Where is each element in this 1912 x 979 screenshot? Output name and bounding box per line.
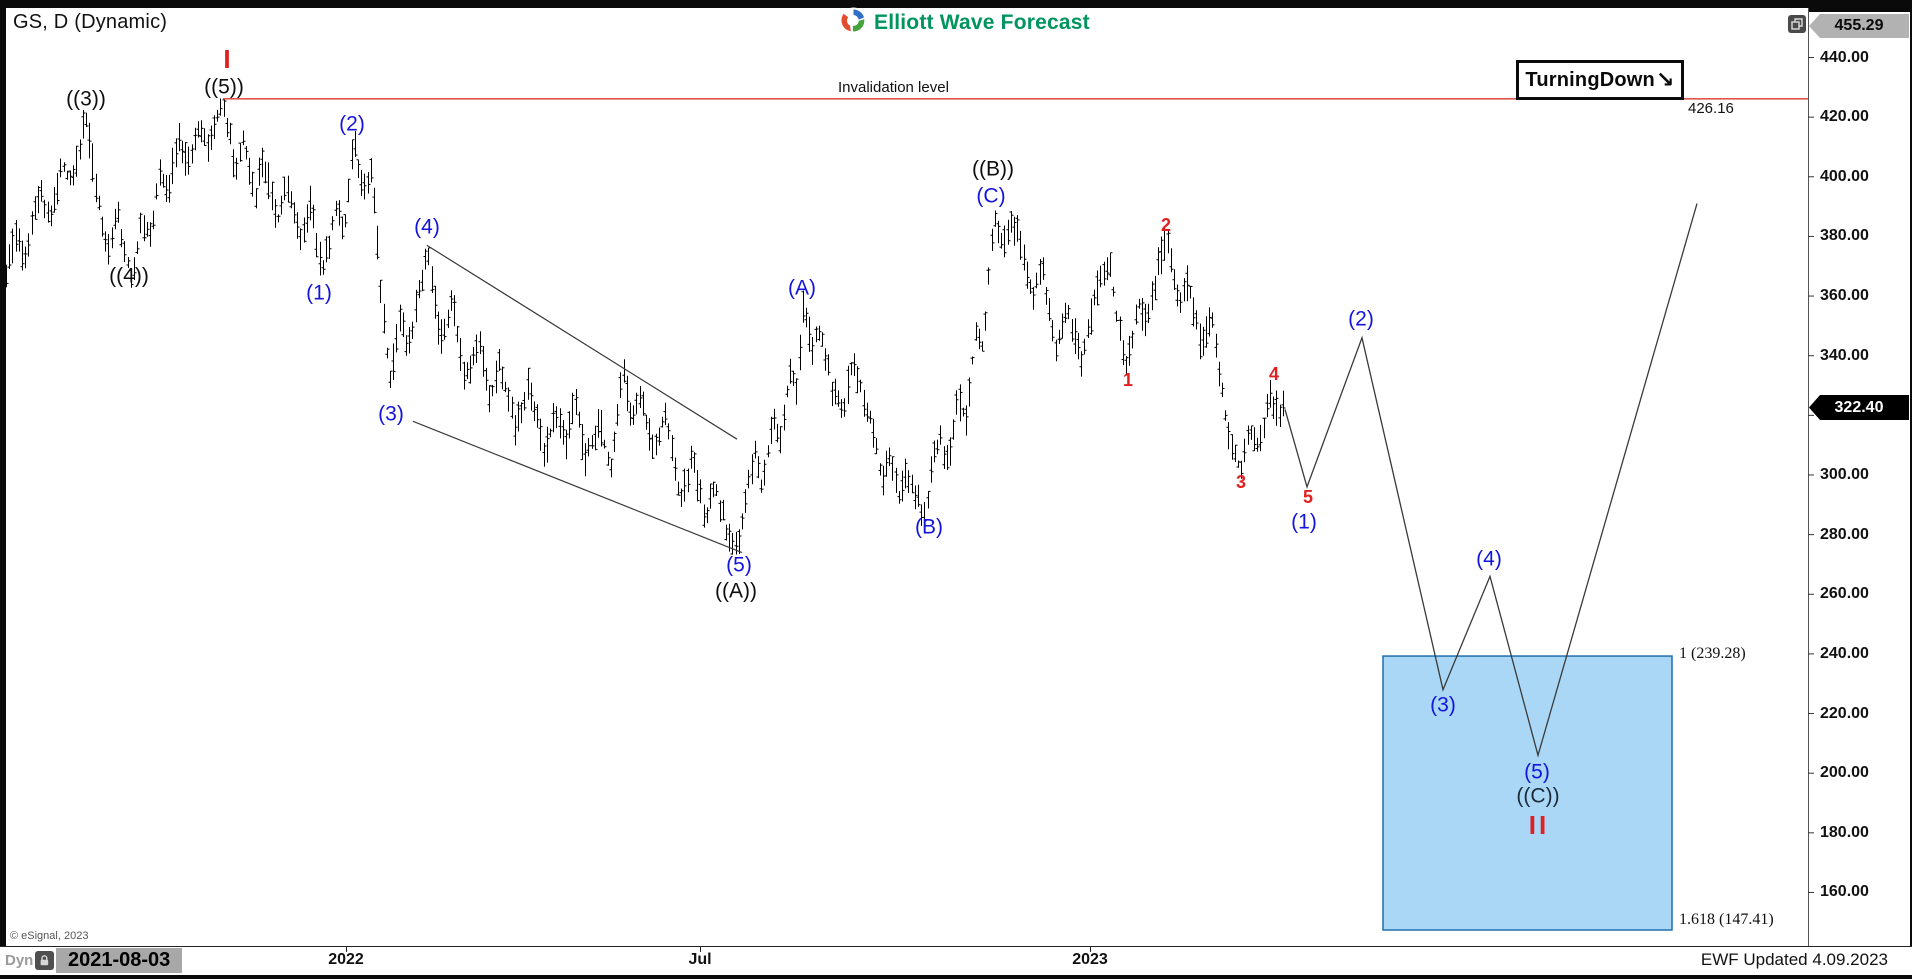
wave-label-1: 1 — [1122, 370, 1134, 390]
start-date-tag[interactable]: 2021-08-03 — [56, 948, 183, 973]
wave-label-I: I — [223, 44, 231, 74]
scale-high-tag: 455.29 — [1809, 14, 1909, 38]
wave-label-4: 4 — [1268, 364, 1280, 384]
fib-target-1618-label: 1.618 (147.41) — [1679, 911, 1774, 928]
y-axis-tick-label: 440.00 — [1820, 48, 1869, 66]
symbol-title: GS, D (Dynamic) — [13, 11, 168, 33]
wave-label-3: (3) — [378, 402, 404, 426]
last-price-tag: 322.40 — [1809, 395, 1909, 420]
wave-label-C: (C) — [976, 184, 1006, 208]
wave-label-C: ((C)) — [1516, 784, 1560, 808]
invalidation-level-label: Invalidation level — [838, 79, 949, 96]
y-axis-tick-label: 420.00 — [1820, 108, 1869, 126]
esignal-copyright: © eSignal, 2023 — [10, 930, 89, 942]
y-axis-tick-label: 400.00 — [1820, 167, 1869, 185]
wave-label-3: (3) — [1430, 693, 1456, 717]
x-axis-label: 2023 — [1072, 951, 1108, 968]
y-axis-tick-label: 180.00 — [1820, 823, 1869, 841]
wave-label-2: (2) — [339, 112, 365, 136]
y-axis-tick-label: 280.00 — [1820, 525, 1869, 543]
fib-target-1-label: 1 (239.28) — [1679, 645, 1746, 663]
y-axis-tick-label: 380.00 — [1820, 227, 1869, 245]
y-axis-tick-label: 240.00 — [1820, 644, 1869, 662]
popout-window-icon[interactable] — [1788, 15, 1806, 33]
wave-label-A: ((A)) — [715, 579, 757, 603]
dyn-mode-label[interactable]: Dyn — [5, 952, 34, 969]
invalidation-price-label: 426.16 — [1688, 100, 1734, 117]
wave-label-2: (2) — [1348, 307, 1374, 331]
brand-header: Elliott Wave Forecast — [840, 7, 1090, 39]
wave-label-II: II — [1528, 810, 1550, 840]
wave-label-5: ((5)) — [204, 75, 244, 99]
wave-label-5: (5) — [1524, 760, 1550, 784]
price-axis-pane[interactable] — [1809, 12, 1910, 946]
wave-label-A: (A) — [788, 276, 816, 300]
y-axis-tick-label: 220.00 — [1820, 704, 1869, 722]
wave-label-1: (1) — [306, 281, 332, 305]
x-axis-label: 2022 — [328, 951, 364, 968]
y-axis-tick-label: 300.00 — [1820, 465, 1869, 483]
date-axis-strip[interactable] — [0, 946, 1912, 975]
wave-label-4: (4) — [1476, 547, 1502, 571]
wave-label-5: (5) — [726, 553, 752, 577]
lock-icon[interactable] — [35, 951, 54, 970]
down-right-arrow-icon: ↘ — [1655, 67, 1675, 93]
wave-label-B: ((B)) — [972, 157, 1014, 181]
brand-name: Elliott Wave Forecast — [874, 11, 1090, 34]
turning-down-badge[interactable]: TurningDown ↘ — [1516, 60, 1684, 100]
brand-logo-icon — [840, 7, 867, 39]
y-axis-tick-label: 200.00 — [1820, 764, 1869, 782]
wave-label-4: ((4)) — [109, 264, 149, 288]
y-axis-tick-label: 340.00 — [1820, 346, 1869, 364]
turning-down-label: TurningDown — [1525, 68, 1655, 91]
wave-label-2: 2 — [1160, 215, 1172, 235]
wave-label-3: 3 — [1235, 472, 1247, 492]
wave-label-1: (1) — [1291, 510, 1317, 534]
y-axis-tick-label: 360.00 — [1820, 287, 1869, 305]
ewf-updated-label: EWF Updated 4.09.2023 — [1700, 950, 1888, 969]
wave-label-B: (B) — [915, 515, 943, 539]
x-axis-label: Jul — [688, 951, 712, 968]
wave-label-4: (4) — [414, 215, 440, 239]
wave-label-3: ((3)) — [66, 87, 106, 111]
y-axis-tick-label: 260.00 — [1820, 585, 1869, 603]
y-axis-tick-label: 160.00 — [1820, 883, 1869, 901]
wave-label-5: 5 — [1302, 487, 1314, 507]
